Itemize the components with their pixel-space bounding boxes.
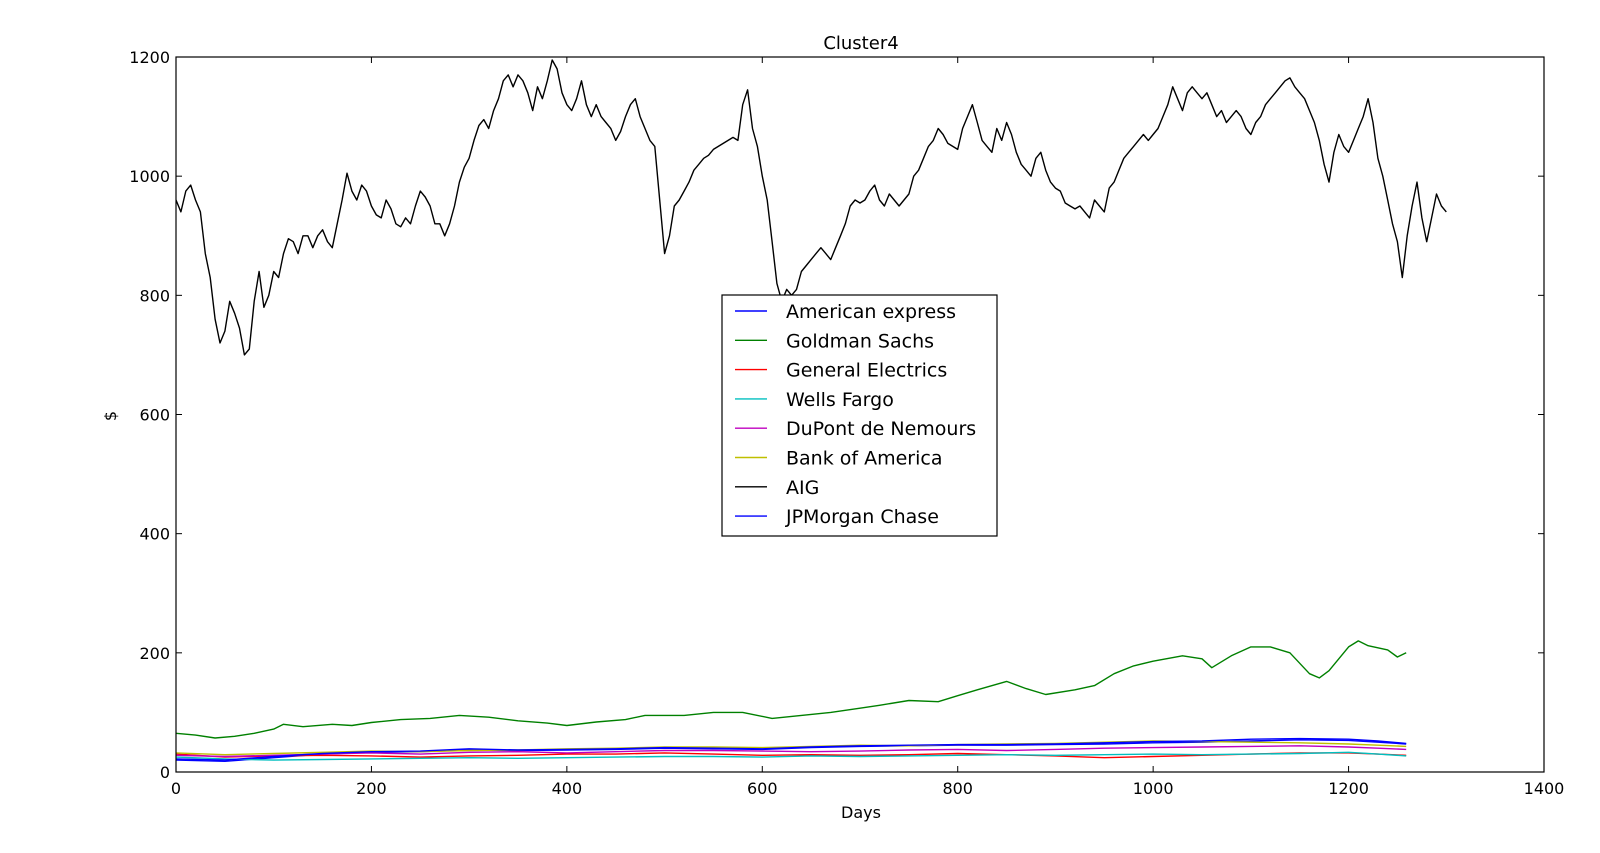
legend-label: Wells Fargo [786, 389, 894, 411]
y-axis-label: $ [101, 411, 120, 421]
x-axis-label: Days [841, 803, 881, 822]
series-line-wells-fargo [176, 751, 1407, 761]
series-line-aig [176, 59, 1447, 356]
y-tick-label: 600 [139, 406, 170, 425]
series-line-dupont-de-nemours [176, 745, 1407, 758]
x-tick-label: 1400 [1524, 779, 1565, 798]
legend-item: DuPont de Nemours [735, 418, 976, 440]
x-tick-label: 0 [171, 779, 181, 798]
axis-ticks: 0 200 400 600 800 1000 1200 1400 0 200 400 600 800 10… [129, 48, 1564, 798]
legend-label: Bank of America [786, 448, 943, 470]
y-tick-label: 1000 [129, 167, 170, 186]
y-tick-label: 1200 [129, 48, 170, 67]
legend-item: Goldman Sachs [735, 330, 934, 352]
legend-item: General Electrics [735, 360, 947, 382]
legend-item: AIG [735, 477, 819, 499]
x-tick-label: 1000 [1133, 779, 1174, 798]
series-line-goldman-sachs [176, 640, 1407, 739]
legend-label: AIG [786, 477, 819, 499]
legend-label: Goldman Sachs [786, 330, 934, 352]
x-tick-label: 600 [747, 779, 778, 798]
x-tick-label: 200 [356, 779, 387, 798]
y-tick-label: 400 [139, 525, 170, 544]
legend-box [721, 294, 998, 537]
legend-item: Wells Fargo [735, 389, 894, 411]
legend-label: DuPont de Nemours [786, 418, 976, 440]
legend: American express Goldman Sachs General Ele… [721, 294, 998, 537]
y-tick-label: 200 [139, 644, 170, 663]
legend-item: Bank of America [735, 448, 943, 470]
y-tick-label: 800 [139, 286, 170, 305]
series-line-jpmorgan-chase [176, 737, 1407, 761]
x-tick-label: 1200 [1328, 779, 1369, 798]
legend-label: General Electrics [786, 360, 947, 382]
legend-item: American express [735, 301, 956, 323]
series-line-american-express [176, 739, 1407, 762]
x-tick-label: 400 [552, 779, 583, 798]
legend-label: JPMorgan Chase [785, 506, 939, 528]
legend-item: JPMorgan Chase [735, 506, 939, 528]
legend-label: American express [786, 301, 956, 323]
chart-title: Cluster4 [823, 33, 898, 54]
x-tick-label: 800 [942, 779, 973, 798]
y-tick-label: 0 [160, 763, 170, 782]
